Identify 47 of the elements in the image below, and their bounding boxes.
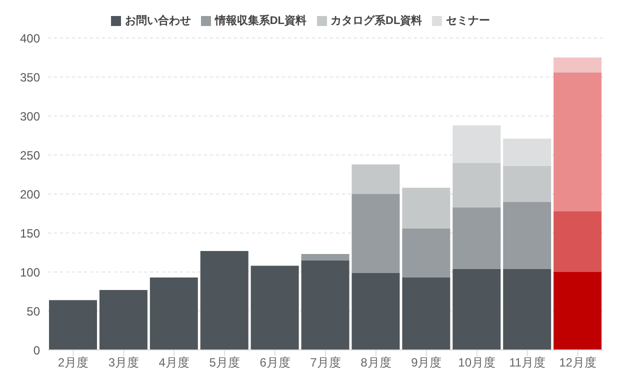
x-tick-label: 11月度 — [509, 356, 546, 370]
bar — [503, 166, 552, 202]
bar — [49, 300, 97, 350]
y-tick-label: 300 — [20, 109, 40, 124]
y-tick-label: 400 — [20, 31, 40, 46]
bar — [554, 211, 602, 272]
legend-label: セミナー — [446, 15, 490, 27]
bar — [402, 277, 450, 350]
y-tick-label: 150 — [20, 226, 40, 240]
bar — [250, 266, 299, 350]
legend-label: 情報収集系DL資料 — [214, 15, 306, 27]
bar — [452, 162, 501, 208]
bar — [554, 72, 602, 212]
x-tick-label: 10月度 — [458, 356, 496, 370]
x-tick-label: 2月度 — [58, 356, 89, 370]
bar — [352, 164, 400, 194]
bar — [352, 194, 400, 273]
bar — [301, 260, 350, 350]
y-tick-label: 50 — [26, 304, 40, 318]
x-tick-label: 6月度 — [260, 356, 290, 370]
x-tick-label: 5月度 — [209, 356, 240, 370]
bar — [503, 202, 552, 269]
y-tick-label: 350 — [20, 70, 40, 84]
bar — [200, 250, 248, 350]
y-tick-label: 250 — [20, 148, 40, 162]
bar — [402, 188, 450, 228]
legend-label: お問い合わせ — [124, 15, 191, 27]
bar — [452, 207, 501, 269]
bar — [452, 268, 501, 350]
legend-label: カタログ系DL資料 — [330, 15, 422, 27]
bar — [99, 290, 148, 350]
bar — [554, 58, 602, 72]
bar — [402, 228, 450, 278]
x-tick-label: 7月度 — [310, 356, 341, 370]
x-tick-label: 12月度 — [559, 356, 596, 370]
bar — [301, 254, 350, 260]
bar — [352, 272, 400, 350]
y-tick-label: 200 — [20, 187, 40, 202]
x-tick-label: 4月度 — [158, 356, 190, 370]
y-tick-label: 100 — [20, 265, 40, 280]
y-tick-label: 0 — [33, 343, 40, 358]
x-tick-label: 3月度 — [108, 356, 140, 370]
bar — [150, 277, 198, 350]
x-tick-label: 9月度 — [411, 356, 442, 370]
bar — [554, 272, 602, 350]
bar — [503, 268, 552, 350]
x-tick-label: 8月度 — [360, 356, 392, 370]
